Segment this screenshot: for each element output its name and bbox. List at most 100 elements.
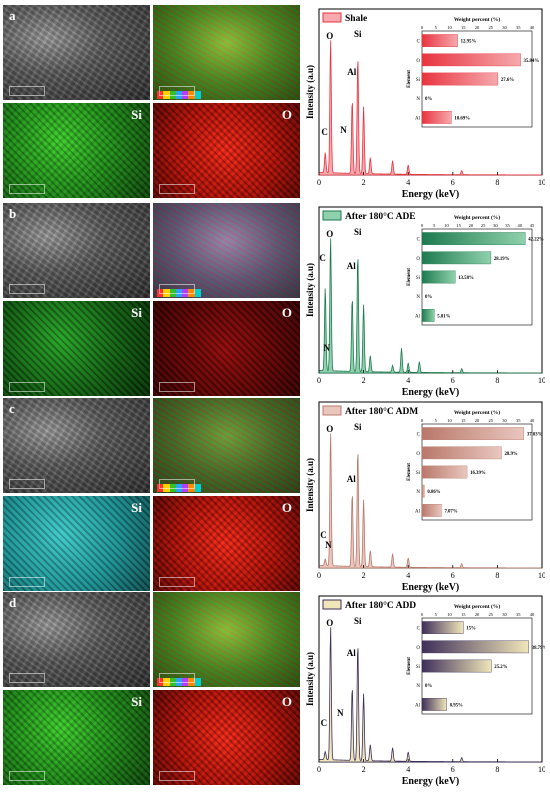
sem-image: d xyxy=(3,592,150,687)
eds-overlay-image xyxy=(153,592,300,687)
bar-category-label: Al xyxy=(415,703,421,708)
bar-category-label: O xyxy=(416,452,420,457)
scale-bar xyxy=(159,184,195,194)
bar-category-label: Si xyxy=(416,78,421,83)
bar-tick-label: 10 xyxy=(447,418,452,423)
bar-category-label: Al xyxy=(415,116,421,121)
spectrum-area xyxy=(318,433,543,569)
bar-tick-label: 5 xyxy=(435,418,438,423)
bar-tick-label: 15 xyxy=(461,25,466,30)
weight-percent-bar-chart: Weight percent (%) 0 5 10 15 20 25 30 35 40 45 Elem… xyxy=(407,214,544,326)
bar-tick-label: 0 xyxy=(421,612,424,617)
scale-bar xyxy=(9,284,45,294)
bar-chart-title: Weight percent (%) xyxy=(454,214,501,221)
bar-y-axis-label: Element xyxy=(407,268,412,286)
bar-tick-label: 10 xyxy=(447,25,452,30)
peak-label-al: Al xyxy=(347,67,356,77)
bar-value-label: 13.58% xyxy=(458,276,474,281)
legend-swatch xyxy=(322,12,342,23)
panel-letter: b xyxy=(9,206,17,221)
bar-al xyxy=(421,504,442,517)
scale-bar xyxy=(159,673,195,683)
peak-label-o: O xyxy=(326,31,333,41)
peak-label-si: Si xyxy=(354,227,362,237)
bar-category-label: Al xyxy=(415,509,421,514)
x-tick-label: 4 xyxy=(406,765,410,774)
x-tick-label: 10 xyxy=(538,178,545,187)
peak-label-c: C xyxy=(321,127,328,137)
bar-al xyxy=(421,309,435,322)
bar-tick-label: 20 xyxy=(469,223,474,228)
scale-bar xyxy=(159,382,195,392)
x-tick-label: 2 xyxy=(362,178,366,187)
si-map-image: Si xyxy=(3,496,150,591)
y-axis-label: Intensity (a.u) xyxy=(305,652,315,706)
bar-value-label: 10.69% xyxy=(454,116,470,121)
panel-letter: d xyxy=(9,595,17,610)
bar-tick-label: 25 xyxy=(481,223,486,228)
bar-value-label: 0% xyxy=(425,295,432,300)
bar-tick-label: 35 xyxy=(516,612,521,617)
y-axis-label: Intensity (a.u) xyxy=(305,65,315,119)
x-tick-label: 6 xyxy=(451,376,455,385)
x-tick-label: 10 xyxy=(538,376,545,385)
panel-a: a Si O C O N Al Si 0 2 4 6 8 10 Energy (keV) Intensity … xyxy=(0,5,550,200)
eds-spectrum-chart: C O N Al Si 0 2 4 6 8 10 Energy (keV) Intensity (a.u… xyxy=(305,595,545,787)
bar-c xyxy=(421,232,526,245)
bar-y-axis-label: Element xyxy=(407,463,412,481)
panel-c: c Si O C O N Al Si 0 2 4 6 8 10 Energy (keV) Intensity … xyxy=(0,398,550,593)
y-axis-label: Intensity (a.u) xyxy=(305,263,315,317)
scale-bar xyxy=(9,577,45,587)
x-axis-label: Energy (keV) xyxy=(402,387,460,398)
peak-label-n: N xyxy=(337,708,344,718)
peak-label-c: C xyxy=(321,718,328,728)
x-tick-label: 2 xyxy=(362,376,366,385)
peak-label-o: O xyxy=(326,229,333,239)
legend-label: After 180°C ADD xyxy=(345,600,416,611)
bar-tick-label: 35 xyxy=(505,223,510,228)
bar-si xyxy=(421,270,456,284)
bar-tick-label: 5 xyxy=(433,223,436,228)
bar-tick-label: 15 xyxy=(461,418,466,423)
spectrum-area xyxy=(318,238,543,374)
bar-tick-label: 40 xyxy=(530,612,535,617)
bar-tick-label: 40 xyxy=(530,418,535,423)
bar-value-label: 28.9% xyxy=(504,452,517,457)
bar-value-label: 38.79% xyxy=(532,646,545,651)
bar-o xyxy=(421,53,521,67)
bar-tick-label: 30 xyxy=(493,223,498,228)
bar-al xyxy=(421,698,447,711)
eds-spectrum-chart: C O N Al Si 0 2 4 6 8 10 Energy (keV) Intensity (a.u… xyxy=(305,8,545,200)
legend-label: After 180°C ADM xyxy=(345,406,418,417)
element-map-label: O xyxy=(281,305,292,320)
sem-image: a xyxy=(3,5,150,100)
panel-b: b Si O C O N Al Si 0 2 4 6 8 10 Energy (keV) Intensity … xyxy=(0,203,550,398)
weight-percent-bar-chart: Weight percent (%) 0 5 10 15 20 25 30 35 40 Elemen… xyxy=(407,16,539,128)
bar-category-label: O xyxy=(416,646,420,651)
peak-label-si: Si xyxy=(354,616,362,626)
peak-label-o: O xyxy=(326,424,333,434)
eds-overlay-image xyxy=(153,203,300,298)
bar-tick-label: 10 xyxy=(447,612,452,617)
scale-bar xyxy=(9,771,45,781)
o-map-image: O xyxy=(153,496,300,591)
bar-si xyxy=(421,465,468,479)
bar-n xyxy=(421,484,425,498)
bar-value-label: 0% xyxy=(425,684,432,689)
x-tick-label: 6 xyxy=(451,571,455,580)
x-axis-label: Energy (keV) xyxy=(402,189,460,200)
bar-value-label: 16.39% xyxy=(470,471,486,476)
bar-c xyxy=(421,427,525,440)
bar-value-label: 15% xyxy=(466,627,476,632)
spectrum-area xyxy=(318,40,543,176)
panel-letter: c xyxy=(9,401,15,416)
legend-label: Shale xyxy=(345,14,367,24)
bar-tick-label: 25 xyxy=(489,25,494,30)
x-tick-label: 0 xyxy=(317,571,321,580)
element-map-label: Si xyxy=(131,694,142,709)
bar-tick-label: 5 xyxy=(435,612,438,617)
peak-label-al: Al xyxy=(347,474,356,484)
x-tick-label: 0 xyxy=(317,765,321,774)
x-tick-label: 0 xyxy=(317,376,321,385)
x-axis-label: Energy (keV) xyxy=(402,776,460,787)
